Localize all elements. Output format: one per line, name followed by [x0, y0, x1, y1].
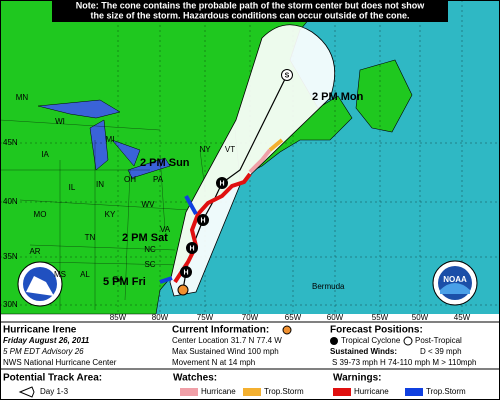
region-label: MN [16, 93, 29, 102]
latitude-label: 30N [3, 300, 18, 309]
warnings-title: Warnings: [333, 373, 382, 384]
borders [0, 119, 241, 310]
tropical-label: Tropical Cyclone [341, 336, 401, 345]
region-label: VA [160, 225, 171, 234]
legend-swatch [243, 388, 261, 396]
latitude-label: 45N [3, 138, 18, 147]
time-label: 2 PM Sat [122, 232, 168, 244]
post-tropical-icon [403, 336, 413, 346]
region-label: AR [29, 247, 40, 256]
place-label: Bermuda [312, 282, 345, 291]
longitude-label: 75W [197, 313, 214, 322]
region-label: MI [106, 135, 115, 144]
winds-d: D < 39 mph [420, 347, 462, 356]
issuer: NWS National Hurricane Center [3, 358, 117, 367]
region-label: NC [144, 245, 156, 254]
track-title: Potential Track Area: [3, 373, 102, 384]
forecast-cone [169, 24, 336, 297]
note-line: the size of the storm. Hazardous conditi… [90, 10, 409, 20]
winds-rest: S 39-73 mph H 74-110 mph M > 110mph [332, 358, 476, 367]
current-info: Movement N at 14 mph [172, 358, 255, 367]
region-label: PA [153, 175, 164, 184]
region-label: IL [69, 183, 76, 192]
forecast-point-label: H [200, 217, 205, 224]
region-label: IA [41, 150, 49, 159]
noaa-logo [432, 260, 478, 306]
legend-swatch [180, 388, 198, 396]
track-icon [18, 386, 35, 398]
noaa-text: NOAA [443, 275, 467, 284]
region-label: SC [144, 260, 155, 269]
legend-label: Trop.Storm [264, 387, 304, 396]
longitude-label: 60W [327, 313, 344, 322]
forecast-point [281, 69, 293, 81]
legend-label: Trop.Storm [426, 387, 466, 396]
forecast-point [186, 242, 198, 254]
longitude-label: 55W [372, 313, 389, 322]
tropical-storm-warning-bay [184, 195, 198, 215]
current-title: Current Information: [172, 325, 269, 336]
region-label: AL [80, 270, 90, 279]
region-label: TN [85, 233, 96, 242]
region-label: OH [124, 175, 136, 184]
forecast-point-label: H [183, 269, 188, 276]
longitude-label: 70W [242, 313, 259, 322]
latitude-label: 35N [3, 252, 18, 261]
longitude-label: 45W [454, 313, 471, 322]
note-box [52, 0, 448, 22]
forecast-point [180, 266, 192, 278]
region-label: MS [54, 270, 66, 279]
region-label: KY [105, 210, 116, 219]
current-icon [282, 325, 292, 335]
forecast-point-label: S [285, 72, 290, 79]
legend-swatch [405, 388, 423, 396]
storm-name: Hurricane Irene [3, 325, 77, 336]
advisory-date: Friday August 26, 2011 [3, 336, 90, 345]
region-label: WV [142, 200, 156, 209]
forecast-point-label: H [219, 180, 224, 187]
longitude-label: 85W [110, 313, 127, 322]
legend-swatch [333, 388, 351, 396]
longitude-label: 65W [285, 313, 302, 322]
region-label: GA [112, 275, 124, 284]
track-item: Day 1-3 [40, 387, 69, 396]
time-label: 2 PM Sun [140, 157, 190, 169]
region-label: WI [55, 117, 65, 126]
current-position [177, 284, 189, 296]
current-info: Max Sustained Wind 100 mph [172, 347, 279, 356]
time-label: 2 PM Mon [312, 91, 364, 103]
region-label: IN [96, 180, 104, 189]
winds-title: Sustained Winds: [330, 347, 397, 356]
post-tropical-label: Post-Tropical [415, 336, 462, 345]
advisory-number: 5 PM EDT Advisory 26 [3, 347, 84, 356]
tropical-storm-watch [268, 138, 284, 152]
time-label: 5 PM Fri [103, 276, 146, 288]
forecast-point [197, 214, 209, 226]
region-label: VT [225, 145, 235, 154]
tropical-storm-warning [159, 276, 173, 284]
great-lakes [37, 99, 171, 179]
latitude-label: 40N [3, 197, 18, 206]
note-line: Note: The cone contains the probable pat… [76, 0, 426, 10]
watches-title: Watches: [173, 373, 217, 384]
tropical-icon [330, 337, 338, 345]
nws-logo [17, 261, 63, 307]
longitude-label: 50W [412, 313, 429, 322]
forecast-point [216, 177, 228, 189]
legend-label: Hurricane [354, 387, 389, 396]
newfoundland [355, 59, 413, 133]
legend-label: Hurricane [201, 387, 236, 396]
forecast-title: Forecast Positions: [330, 325, 423, 336]
hurricane-watch [248, 148, 272, 174]
forecast-point-label: H [189, 245, 194, 252]
longitude-label: 80W [152, 313, 169, 322]
region-label: NY [199, 145, 211, 154]
current-info: Center Location 31.7 N 77.4 W [172, 336, 282, 345]
region-label: MO [34, 210, 47, 219]
